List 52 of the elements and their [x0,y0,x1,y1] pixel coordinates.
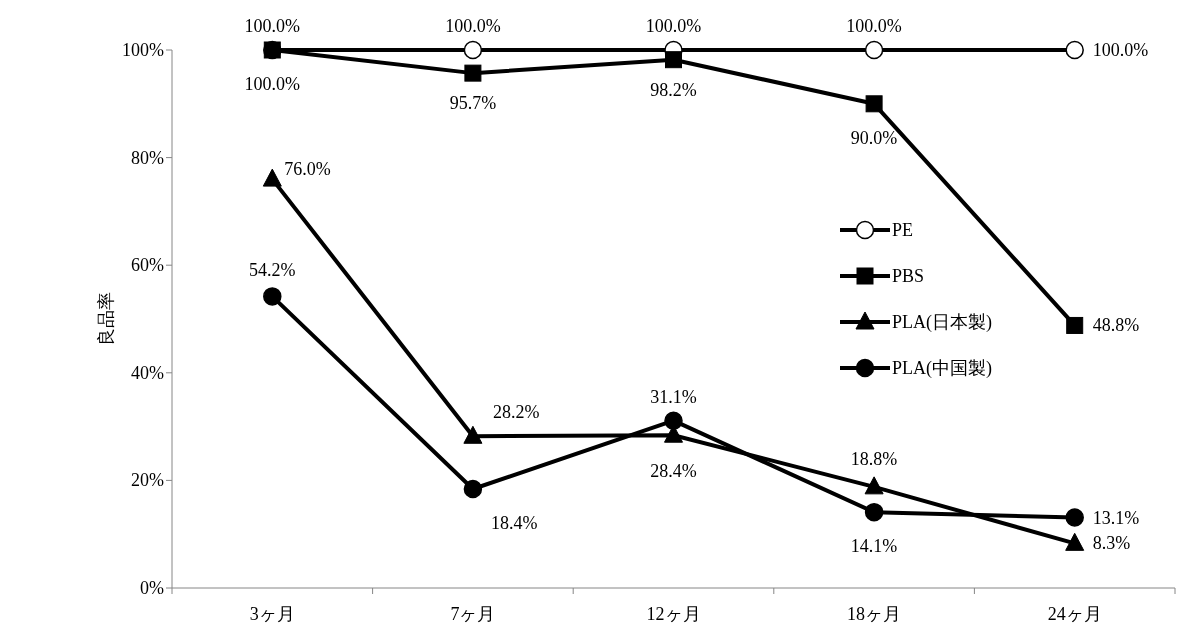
point [263,287,282,306]
point [864,502,884,522]
point [864,40,884,60]
point [1065,532,1085,551]
y-axis-title: 良品率 [96,292,116,346]
y-tick-label: 0% [140,578,164,598]
point [864,476,884,495]
data-label: 31.1% [650,386,697,407]
y-tick-label: 100% [122,40,164,60]
data-label: 100.0% [645,16,702,36]
legend-label: PLA(中国製) [892,358,992,379]
y-tick-label: 20% [131,470,164,491]
point [464,64,482,82]
point [1065,40,1084,60]
data-label: 13.1% [1092,507,1140,528]
point [1065,508,1084,527]
x-tick-label: 24ヶ月 [1047,604,1102,624]
legend-label: PBS [892,266,925,286]
point [865,95,883,113]
point [463,40,483,60]
data-label: 100.0% [846,16,902,36]
x-tick-label: 18ヶ月 [847,604,902,624]
data-label: 54.2% [249,260,296,281]
data-label: 100.0% [445,16,501,36]
data-label: 14.1% [850,536,898,557]
y-tick-label: 60% [131,255,164,276]
legend-label: PLA(日本製) [892,312,992,333]
data-label: 18.8% [850,448,898,469]
x-tick-label: 3ヶ月 [249,604,295,624]
data-label: 28.4% [650,461,697,482]
y-tick-label: 80% [131,147,164,168]
y-tick-label: 40% [131,362,164,383]
data-label: 28.2% [492,402,540,423]
x-tick-label: 7ヶ月 [450,604,496,624]
point [463,425,483,444]
point [262,168,282,187]
data-label: 98.2% [650,79,697,100]
data-label: 76.0% [284,159,331,180]
data-label: 100.0% [244,74,301,94]
legend-label: PE [892,220,914,240]
data-label: 18.4% [490,513,538,534]
point [664,411,683,430]
data-label: 48.8% [1092,315,1140,336]
point [463,479,483,499]
x-tick-label: 12ヶ月 [646,604,701,624]
data-label: 90.0% [850,127,898,148]
point [1066,316,1084,334]
data-label: 95.7% [449,93,497,114]
data-label: 100.0% [1092,40,1149,60]
data-label: 8.3% [1092,533,1131,554]
data-label: 100.0% [244,16,301,36]
point [665,51,682,69]
